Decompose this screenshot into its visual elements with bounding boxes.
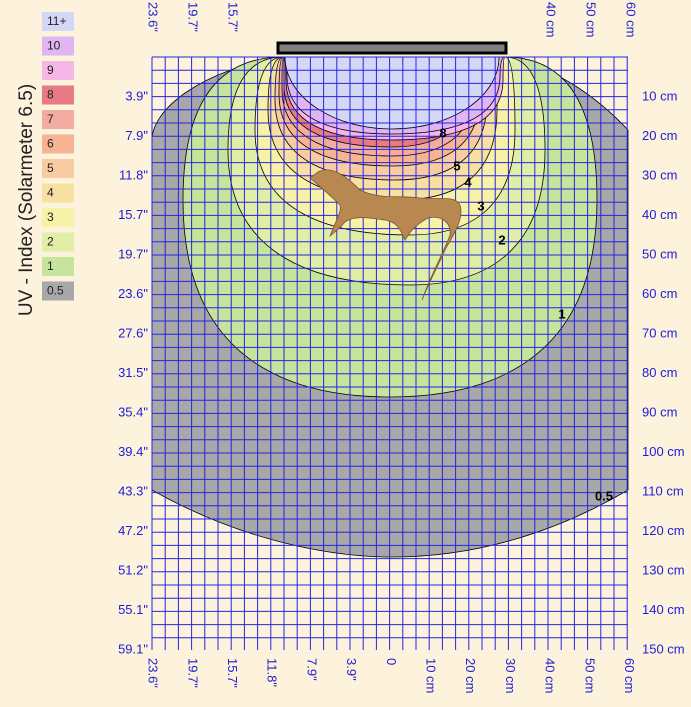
legend-label: 4 xyxy=(47,186,54,200)
bottom-label: 20 cm xyxy=(463,658,478,693)
left-label: 3.9" xyxy=(125,88,148,103)
legend-swatch xyxy=(42,134,74,154)
right-label: 10 cm xyxy=(642,88,677,103)
legend-label: 8 xyxy=(47,88,54,102)
legend-label: 2 xyxy=(47,235,54,249)
right-label: 60 cm xyxy=(642,286,677,301)
bottom-label: 50 cm xyxy=(582,658,597,693)
left-label: 51.2" xyxy=(118,562,148,577)
legend-label: 9 xyxy=(47,63,54,77)
bottom-label: 15.7" xyxy=(225,658,240,688)
contour-label: 3 xyxy=(477,198,484,213)
bottom-label: 23.6" xyxy=(146,658,161,688)
legend-swatch xyxy=(42,208,74,227)
left-label: 19.7" xyxy=(118,246,148,261)
bottom-label: 11.8" xyxy=(265,658,280,687)
right-label: 30 cm xyxy=(642,167,677,182)
contour-label: 8 xyxy=(439,125,446,140)
legend-label: 7 xyxy=(47,112,54,126)
contour-label: 0.5 xyxy=(595,488,613,503)
legend-label: 0.5 xyxy=(47,284,64,298)
contour-label: 1 xyxy=(558,306,565,321)
left-label: 47.2" xyxy=(118,523,148,538)
right-label: 80 cm xyxy=(642,365,677,380)
right-label: 150 cm xyxy=(642,641,685,656)
right-label: 140 cm xyxy=(642,602,685,617)
legend-label: 1 xyxy=(47,259,54,273)
lamp xyxy=(276,41,508,55)
lizard xyxy=(309,169,462,301)
contour-label: 4 xyxy=(464,174,472,189)
right-label: 120 cm xyxy=(642,523,685,538)
legend-label: 10 xyxy=(47,39,61,53)
legend-swatch xyxy=(42,85,74,105)
bottom-label: 19.7" xyxy=(185,658,200,688)
contour-label: 2 xyxy=(498,232,505,247)
legend-swatch xyxy=(42,257,74,276)
left-label: 59.1" xyxy=(118,641,148,656)
left-label: 15.7" xyxy=(118,207,148,222)
bottom-label: 40 cm xyxy=(543,658,558,693)
legend-swatch xyxy=(42,159,74,178)
legend-title: UV - Index (Solarmeter 6.5) xyxy=(16,84,37,316)
legend-label: 6 xyxy=(47,137,54,151)
legend-label: 5 xyxy=(47,161,54,175)
bottom-label: 7.9" xyxy=(304,658,319,681)
legend-label: 11+ xyxy=(47,14,66,28)
left-label: 7.9" xyxy=(125,128,148,143)
contour-label: 5 xyxy=(453,158,460,173)
legend-label: 3 xyxy=(47,210,54,224)
bottom-label: 3.9" xyxy=(344,658,359,681)
legend-swatch xyxy=(42,12,74,31)
legend-swatch xyxy=(42,281,74,301)
left-label: 31.5" xyxy=(118,365,148,380)
right-label: 20 cm xyxy=(642,128,677,143)
legend-swatch xyxy=(42,232,74,252)
bottom-label: 30 cm xyxy=(503,658,518,693)
bottom-label: 10 cm xyxy=(423,658,438,693)
legend-swatch xyxy=(42,183,74,203)
right-label: 50 cm xyxy=(642,246,677,261)
legend-swatch xyxy=(42,110,74,129)
right-label: 70 cm xyxy=(642,325,677,340)
legend-swatch xyxy=(42,61,74,80)
bottom-label: 60 cm xyxy=(622,658,637,693)
top-label: 40 cm xyxy=(544,2,559,37)
bottom-label: 0 xyxy=(384,658,399,665)
left-label: 27.6" xyxy=(118,325,148,340)
left-label: 55.1" xyxy=(118,602,148,617)
legend-swatch xyxy=(42,36,74,56)
left-label: 43.3" xyxy=(118,483,148,498)
left-label: 39.4" xyxy=(118,444,148,459)
top-label: 23.6" xyxy=(146,2,161,32)
top-label: 60 cm xyxy=(624,2,639,37)
top-label: 50 cm xyxy=(584,2,599,37)
left-label: 11.8" xyxy=(119,167,148,182)
top-label: 15.7" xyxy=(226,2,241,32)
left-label: 35.4" xyxy=(118,404,148,419)
top-label: 19.7" xyxy=(186,2,201,32)
left-label: 23.6" xyxy=(118,286,148,301)
right-label: 130 cm xyxy=(642,562,685,577)
right-label: 90 cm xyxy=(642,404,677,419)
right-label: 110 cm xyxy=(642,483,684,498)
right-label: 100 cm xyxy=(642,444,685,459)
right-label: 40 cm xyxy=(642,207,677,222)
